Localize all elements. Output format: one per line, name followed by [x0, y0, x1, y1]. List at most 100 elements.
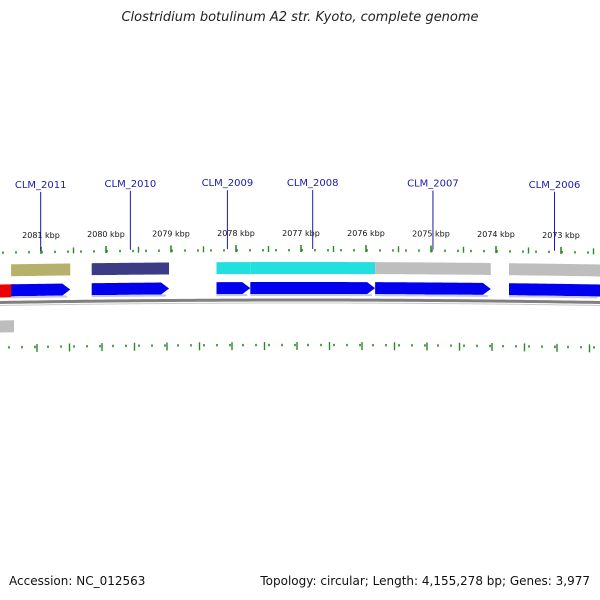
outer-minor-tick [431, 249, 433, 252]
outer-minor-tick [236, 249, 238, 252]
gene-cds-arrow [11, 283, 71, 297]
outer-minor-tick [106, 250, 108, 253]
kbp-label: 2080 kbp [87, 230, 125, 239]
outer-minor-tick [418, 249, 420, 252]
inner-minor-tick [216, 343, 218, 347]
outer-minor-tick [496, 250, 498, 253]
accession-label: Accession: NC_012563 [9, 574, 146, 588]
gene-feature-shadow [250, 274, 376, 277]
kbp-label: 2074 kbp [477, 230, 515, 239]
gene-cds-arrow [509, 283, 600, 297]
inner-minor-tick [346, 343, 348, 347]
kbp-label: 2079 kbp [152, 229, 190, 238]
gene-label: CLM_2008 [287, 178, 339, 189]
outer-minor-tick [470, 249, 472, 253]
outer-minor-tick [54, 250, 56, 254]
inner-minor-tick [333, 343, 335, 347]
outer-minor-tick [483, 249, 485, 253]
gene-feature-band [250, 262, 376, 275]
gene-cds-shadow [509, 295, 597, 299]
inner-minor-tick [567, 345, 569, 349]
outer-minor-tick [444, 249, 446, 252]
outer-minor-tick [249, 249, 251, 252]
outer-minor-tick [2, 251, 4, 254]
inner-minor-tick [229, 343, 231, 347]
gene-label: CLM_2011 [15, 180, 67, 191]
inner-minor-tick [177, 344, 179, 347]
outer-minor-tick [509, 250, 511, 253]
inner-minor-tick [450, 344, 452, 347]
gene-feature-shadow [216, 274, 251, 277]
kbp-label: 2077 kbp [282, 229, 320, 238]
gene-cds-shadow [11, 295, 68, 299]
inner-minor-tick [411, 344, 413, 347]
inner-minor-tick [47, 345, 49, 348]
inner-minor-tick [242, 343, 244, 347]
inner-minor-tick [554, 345, 556, 349]
outer-minor-tick [314, 249, 316, 252]
inner-minor-tick [138, 344, 140, 347]
backbone-arc [0, 298, 600, 304]
outer-minor-tick [197, 249, 199, 252]
inner-minor-tick [541, 345, 543, 348]
gene-feature-shadow [375, 274, 491, 278]
inner-minor-tick [99, 344, 101, 348]
genome-summary: Topology: circular; Length: 4,155,278 bp… [260, 574, 590, 588]
outer-minor-tick [366, 249, 368, 252]
inner-minor-tick [489, 344, 491, 348]
inner-minor-tick [60, 345, 62, 348]
outer-minor-tick [392, 249, 394, 252]
inner-minor-tick [255, 343, 257, 347]
gene-feature-band [11, 263, 71, 277]
gene-cds-arrow [375, 282, 491, 295]
inner-minor-tick [372, 343, 374, 347]
gene-cds-arrow [250, 282, 376, 295]
inner-minor-tick [320, 343, 322, 347]
outer-minor-tick [158, 249, 160, 252]
outer-minor-tick [561, 250, 563, 254]
gene-cds-shadow [91, 294, 167, 298]
kbp-label: 2075 kbp [412, 229, 450, 238]
gene-cds-shadow [216, 294, 248, 297]
inner-minor-tick [21, 345, 23, 349]
outer-minor-tick [28, 251, 30, 254]
outer-minor-tick [223, 249, 225, 252]
outer-minor-tick [535, 250, 537, 253]
outer-minor-tick [340, 249, 342, 252]
outer-minor-tick [353, 249, 355, 252]
outer-minor-tick [171, 249, 173, 252]
outer-minor-tick [301, 249, 303, 252]
gene-label: CLM_2010 [105, 179, 157, 190]
inner-minor-tick [125, 344, 127, 348]
backbone-arc-shadow [0, 302, 600, 306]
inner-minor-tick [502, 344, 504, 348]
outer-minor-tick [210, 249, 212, 252]
gene-feature-shadow [91, 274, 170, 278]
outer-minor-tick [587, 251, 589, 254]
outer-minor-tick [405, 249, 407, 252]
inner-minor-tick [307, 343, 309, 347]
inner-minor-tick [476, 344, 478, 348]
outer-minor-tick [80, 250, 82, 253]
inner-minor-tick [359, 343, 361, 347]
inner-minor-tick [151, 344, 153, 347]
outer-minor-tick [548, 250, 550, 254]
inner-minor-tick [190, 344, 192, 347]
outer-minor-tick [288, 249, 290, 252]
map-title: Clostridium botulinum A2 str. Kyoto, com… [121, 10, 479, 25]
outer-minor-tick [379, 249, 381, 252]
gene-feature-shadow [11, 275, 71, 279]
gene-cds-shadow [375, 294, 488, 297]
gene-cds-arrow [91, 282, 170, 296]
outer-minor-tick [327, 249, 329, 252]
inner-minor-tick [281, 343, 283, 347]
inner-minor-tick [437, 344, 439, 347]
inner-minor-tick [86, 345, 88, 348]
kbp-label: 2076 kbp [347, 229, 385, 238]
outer-minor-tick [522, 250, 524, 253]
gene-feature-band [375, 262, 491, 276]
gene-cds-arrow [216, 282, 251, 295]
gene-feature-band [509, 263, 600, 277]
inner-minor-tick [593, 346, 595, 349]
